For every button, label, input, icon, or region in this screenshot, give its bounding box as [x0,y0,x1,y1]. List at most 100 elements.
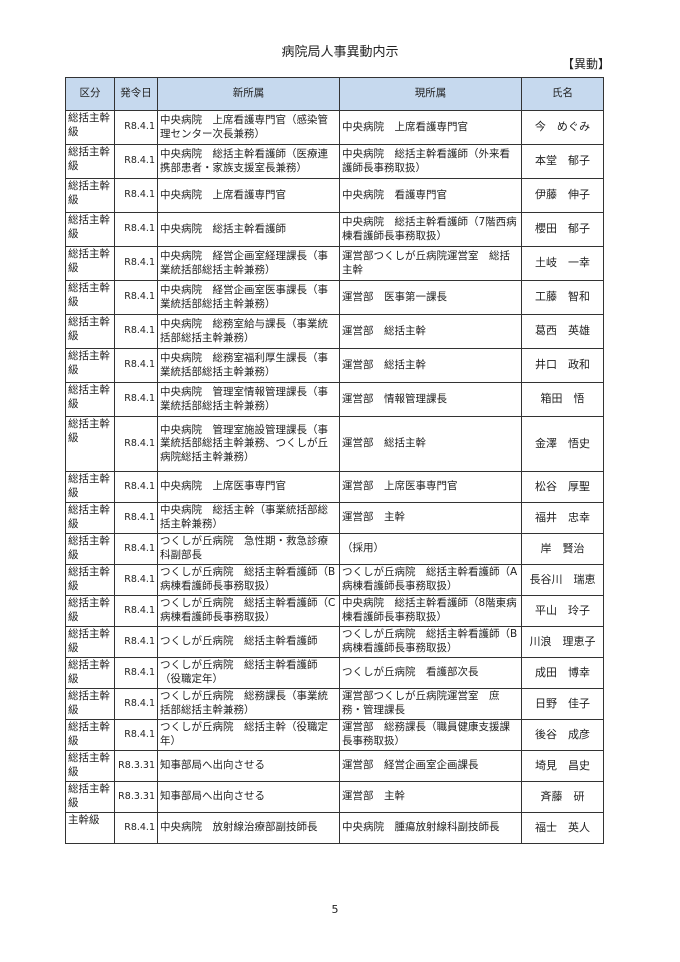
cell-kubun: 総括主幹級 [65,688,115,720]
cell-date: R8.4.1 [114,688,158,720]
cell-kubun: 総括主幹級 [65,626,115,658]
table-row: 主幹級 R8.4.1 中央病院 放射線治療部副技師長 中央病院 腫瘍放射線科副技師長福… [65,812,604,844]
cell-name: 葛西 英雄 [521,314,604,349]
cell-kubun: 総括主幹級 [65,110,115,145]
table-row: 総括主幹級 R8.4.1 中央病院 総務室給与課長（事業統括部総括主幹兼務） 運営部 … [65,314,604,349]
cell-new: 中央病院 総務室給与課長（事業統括部総括主幹兼務） [157,314,340,349]
cell-new: 中央病院 上席看護専門官（感染管理センター次長兼務） [157,110,340,145]
col-header-current: 現所属 [339,77,522,111]
cell-date: R8.4.1 [114,533,158,565]
page-title: 病院局人事異動内示 [281,45,399,60]
cell-new: つくしが丘病院 総括主幹看護師（役職定年） [157,657,340,689]
cell-current: 中央病院 腫瘍放射線科副技師長 [339,812,522,844]
cell-date: R8.4.1 [114,212,158,247]
cell-name: 平山 玲子 [521,595,604,627]
cell-kubun: 総括主幹級 [65,314,115,349]
cell-new: 中央病院 総括主幹看護師 [157,212,340,247]
cell-kubun: 総括主幹級 [65,719,115,751]
cell-new: 知事部局へ出向させる [157,781,340,813]
table-row: 総括主幹級 R8.4.1 中央病院 総括主幹看護師 中央病院 総括主幹看護師（7階西病… [65,212,604,247]
cell-name: 日野 佳子 [521,688,604,720]
cell-current: 中央病院 総括主幹看護師（8階東病棟看護師長事務取扱） [339,595,522,627]
cell-name: 岸 賢治 [521,533,604,565]
cell-name: 今 めぐみ [521,110,604,145]
cell-date: R8.4.1 [114,246,158,281]
cell-name: 井口 政和 [521,348,604,383]
table-row: 総括主幹級 R8.4.1 中央病院 総務室福利厚生課長（事業統括部総括主幹兼務） 運営… [65,348,604,383]
cell-kubun: 総括主幹級 [65,657,115,689]
table-row: 総括主幹級 R8.4.1 つくしが丘病院 総務課長（事業統括部総括主幹兼務） 運営部つ… [65,688,604,720]
cell-kubun: 総括主幹級 [65,416,115,472]
page-number: 5 [331,903,339,916]
cell-current: 運営部つくしが丘病院運営室 総括主幹 [339,246,522,281]
cell-name: 工藤 智和 [521,280,604,315]
cell-new: つくしが丘病院 総括主幹（役職定年） [157,719,340,751]
cell-current: 運営部 主幹 [339,781,522,813]
cell-current: 運営部 情報管理課長 [339,382,522,417]
cell-current: 運営部 経営企画室企画課長 [339,750,522,782]
cell-name: 川浪 理恵子 [521,626,604,658]
cell-new: つくしが丘病院 総括主幹看護師（C病棟看護師長事務取扱） [157,595,340,627]
category-tag: 【異動】 [561,57,610,71]
cell-name: 櫻田 郁子 [521,212,604,247]
cell-name: 埼見 昌史 [521,750,604,782]
cell-date: R8.4.1 [114,812,158,844]
cell-current: 運営部 総務課長（職員健康支援課長事務取扱） [339,719,522,751]
table-row: 総括主幹級 R8.4.1 つくしが丘病院 総括主幹看護師 つくしが丘病院 総括主幹看護… [65,626,604,658]
cell-kubun: 総括主幹級 [65,178,115,213]
cell-new: 中央病院 経営企画室医事課長（事業統括部総括主幹兼務） [157,280,340,315]
cell-name: 成田 博幸 [521,657,604,689]
table-row: 総括主幹級 R8.4.1 つくしが丘病院 総括主幹看護師（B病棟看護師長事務取扱）つ… [65,564,604,596]
cell-date: R8.4.1 [114,564,158,596]
cell-current: 運営部 医事第一課長 [339,280,522,315]
table-row: 総括主幹級 R8.3.31 知事部局へ出向させる 運営部 主幹 斉藤 研 [65,781,604,813]
cell-current: 運営部 総括主幹 [339,348,522,383]
cell-kubun: 総括主幹級 [65,382,115,417]
cell-name: 本堂 郁子 [521,144,604,179]
table-row: 総括主幹級 R8.4.1 中央病院 上席看護専門官（感染管理センター次長兼務） 中央病… [65,110,604,145]
cell-date: R8.4.1 [114,178,158,213]
cell-date: R8.4.1 [114,382,158,417]
cell-name: 長谷川 瑞恵 [521,564,604,596]
table-row: 総括主幹級 R8.4.1 中央病院 管理室情報管理課長（事業統括部総括主幹兼務） 運営… [65,382,604,417]
cell-current: つくしが丘病院 看護部次長 [339,657,522,689]
cell-current: 運営部 上席医事専門官 [339,471,522,503]
table-row: 総括主幹級 R8.4.1 中央病院 上席医事専門官 運営部 上席医事専門官 松谷 厚聖 [65,471,604,503]
cell-date: R8.4.1 [114,348,158,383]
cell-kubun: 総括主幹級 [65,144,115,179]
cell-current: 中央病院 看護専門官 [339,178,522,213]
table-row: 総括主幹級 R8.4.1 中央病院 上席看護専門官 中央病院 看護専門官 伊藤 伸子 [65,178,604,213]
cell-new: 中央病院 総括主幹看護師（医療連携部患者・家族支援室長兼務） [157,144,340,179]
cell-new: つくしが丘病院 総務課長（事業統括部総括主幹兼務） [157,688,340,720]
cell-kubun: 総括主幹級 [65,212,115,247]
table-row: 総括主幹級 R8.4.1 中央病院 経営企画室医事課長（事業統括部総括主幹兼務） 運営… [65,280,604,315]
table-row: 総括主幹級 R8.4.1 中央病院 総括主幹看護師（医療連携部患者・家族支援室長兼務… [65,144,604,179]
cell-new: 中央病院 総括主幹（事業統括部総括主幹兼務） [157,502,340,534]
cell-kubun: 主幹級 [65,812,115,844]
cell-kubun: 総括主幹級 [65,280,115,315]
cell-name: 金澤 悟史 [521,416,604,472]
table-row: 総括主幹級 R8.4.1 中央病院 経営企画室経理課長（事業統括部総括主幹兼務） 運営… [65,246,604,281]
cell-date: R8.4.1 [114,416,158,472]
cell-current: （採用） [339,533,522,565]
table-header: 区分 発令日 新所属 現所属 氏名 [65,77,604,111]
cell-date: R8.4.1 [114,471,158,503]
cell-kubun: 総括主幹級 [65,595,115,627]
cell-current: 運営部 総括主幹 [339,416,522,472]
col-header-new: 新所属 [157,77,340,111]
cell-new: 中央病院 放射線治療部副技師長 [157,812,340,844]
cell-name: 福士 英人 [521,812,604,844]
cell-name: 箱田 悟 [521,382,604,417]
col-header-date: 発令日 [114,77,158,111]
cell-date: R8.4.1 [114,595,158,627]
cell-new: 中央病院 総務室福利厚生課長（事業統括部総括主幹兼務） [157,348,340,383]
cell-new: 中央病院 上席医事専門官 [157,471,340,503]
table-row: 総括主幹級 R8.4.1 中央病院 総括主幹（事業統括部総括主幹兼務） 運営部 主幹福… [65,502,604,534]
table-row: 総括主幹級 R8.4.1 つくしが丘病院 総括主幹看護師（C病棟看護師長事務取扱）中… [65,595,604,627]
table-row: 総括主幹級 R8.4.1 つくしが丘病院 総括主幹（役職定年） 運営部 総務課長（職員… [65,719,604,751]
cell-kubun: 総括主幹級 [65,750,115,782]
cell-date: R8.3.31 [114,781,158,813]
cell-new: つくしが丘病院 急性期・救急診療科副部長 [157,533,340,565]
col-header-name: 氏名 [521,77,604,111]
cell-new: つくしが丘病院 総括主幹看護師 [157,626,340,658]
